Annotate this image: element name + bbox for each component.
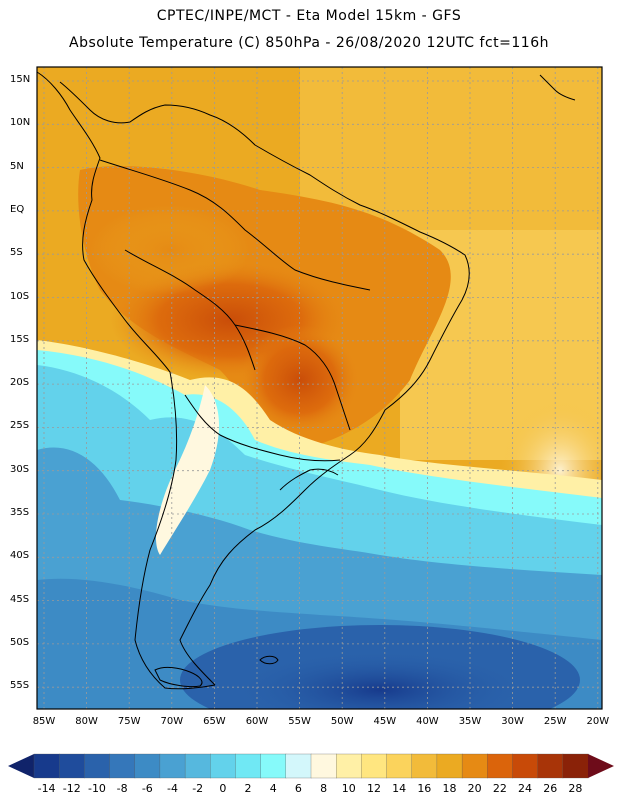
lon-label: 80W: [75, 716, 98, 727]
map-frame: [36, 66, 603, 710]
colorbar-label: -6: [141, 782, 153, 795]
pacific-coastline: [36, 71, 216, 690]
lat-label: 55S: [10, 680, 30, 692]
colorbar-under-arrow: [8, 754, 34, 778]
map-title-line-2: Absolute Temperature (C) 850hPa - 26/08/…: [69, 35, 549, 51]
caribbean-islands: [539, 74, 576, 101]
lon-label: 45W: [373, 716, 397, 727]
colorbar-label: 6: [294, 782, 302, 795]
lon-label: 20W: [586, 716, 610, 727]
colorbar-swatch: [461, 753, 488, 779]
colorbar-label: -4: [167, 782, 178, 795]
atlantic-coastline: [59, 81, 470, 686]
lon-label: 60W: [245, 716, 269, 727]
lon-label: 35W: [458, 716, 482, 727]
lat-lon-grid: [37, 67, 602, 709]
lat-label: 45S: [10, 593, 30, 605]
colorbar: [8, 753, 614, 779]
lat-label: 25S: [10, 420, 30, 432]
lat-label: 5N: [10, 160, 24, 172]
lat-label: 35S: [10, 507, 30, 518]
border-brazil-inner: [234, 324, 351, 431]
colorbar-label: 14: [392, 782, 407, 795]
lat-label: 40S: [10, 550, 30, 562]
tierra-del-fuego: [154, 666, 203, 688]
lon-label: 85W: [32, 716, 56, 727]
colorbar-swatch: [310, 753, 337, 779]
lat-label: EQ: [10, 203, 25, 215]
falkland-islands: [259, 655, 279, 665]
lat-label: 10S: [10, 290, 30, 302]
colorbar-label: -14: [37, 782, 56, 795]
colorbar-label: 8: [320, 782, 328, 795]
lon-label: 30W: [501, 716, 524, 727]
field-warm-core: [90, 205, 250, 295]
colorbar-label: 16: [417, 782, 432, 795]
colorbar-swatch: [84, 753, 111, 779]
colorbar-label: 2: [244, 782, 252, 795]
colorbar-swatch: [109, 753, 136, 779]
lon-label: 50W: [330, 716, 354, 727]
colorbar-swatch: [235, 753, 262, 779]
colorbar-swatch: [537, 753, 564, 779]
lat-label: 15S: [10, 333, 30, 345]
colorbar-label: 18: [442, 782, 457, 795]
colorbar-swatch: [487, 753, 514, 779]
lat-label: 5S: [10, 247, 23, 259]
coastlines-and-borders: [36, 71, 576, 690]
colorbar-swatch: [134, 753, 161, 779]
colorbar-label: 12: [366, 782, 381, 795]
border-north: [99, 159, 371, 291]
colorbar-swatch: [361, 753, 388, 779]
colorbar-label: -8: [116, 782, 128, 795]
field-band-minus14: [230, 650, 530, 709]
colorbar-swatch: [285, 753, 312, 779]
colorbar-swatch: [386, 753, 413, 779]
colorbar-swatch: [33, 753, 60, 779]
lon-label: 40W: [416, 716, 439, 727]
colorbar-label: 10: [341, 782, 356, 795]
lat-label: 10N: [10, 117, 31, 129]
colorbar-swatch: [336, 753, 362, 779]
colorbar-swatch: [411, 753, 438, 779]
border-peru-bolivia: [124, 249, 256, 371]
colorbar-over-arrow: [588, 754, 614, 778]
colorbar-swatch: [184, 753, 211, 779]
border-argentina-north: [184, 394, 341, 462]
colorbar-swatch: [159, 753, 186, 779]
colorbar-label: 26: [543, 782, 558, 795]
colorbar-swatch: [260, 753, 287, 779]
lon-label: 25W: [543, 716, 567, 727]
colorbar-label: 28: [568, 782, 583, 795]
colorbar-swatch: [512, 753, 539, 779]
map-title-line-1: CPTEC/INPE/MCT - Eta Model 15km - GFS: [156, 8, 462, 24]
colorbar-swatch: [562, 753, 589, 779]
lat-label: 15N: [10, 74, 31, 85]
field-hot-core-2: [240, 325, 360, 435]
colorbar-swatch: [59, 753, 85, 779]
colorbar-swatch: [436, 753, 463, 779]
lat-label: 30S: [10, 463, 30, 475]
colorbar-label: 24: [518, 782, 533, 795]
colorbar-label: -10: [87, 782, 106, 795]
lat-label: 50S: [10, 636, 30, 648]
lon-label: 65W: [203, 716, 226, 727]
colorbar-swatch: [210, 753, 237, 779]
lat-label: 20S: [10, 377, 30, 389]
colorbar-label: 22: [492, 782, 507, 795]
colorbar-label: 4: [269, 782, 277, 795]
lon-label: 55W: [288, 716, 311, 727]
lon-label: 75W: [117, 716, 141, 727]
colorbar-label: -2: [192, 782, 204, 795]
uruguay-outline: [279, 468, 339, 491]
colorbar-label: 20: [467, 782, 482, 795]
colorbar-label: 0: [219, 782, 227, 795]
colorbar-label: -12: [62, 782, 81, 795]
temperature-field: [37, 67, 602, 709]
lon-label: 70W: [160, 716, 184, 727]
